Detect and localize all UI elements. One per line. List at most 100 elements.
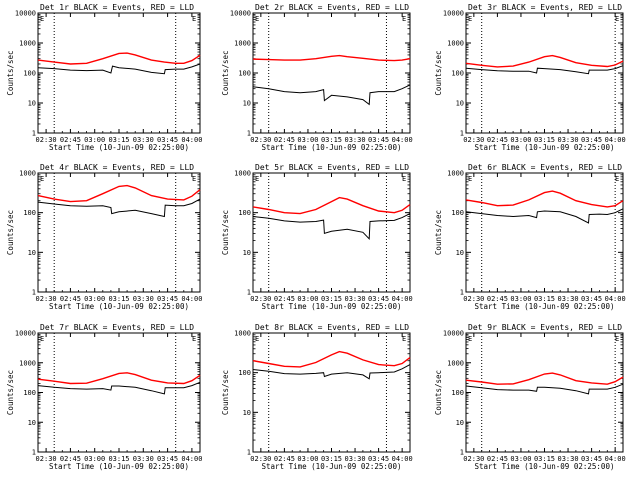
panel-det-1: Det 1r BLACK = Events, RED = LLD E E 1 10 100… <box>6 3 202 152</box>
series-events <box>465 208 624 224</box>
series-events <box>465 65 624 75</box>
x-tick-label: 03:15 <box>321 295 342 303</box>
y-tick-label: 100 <box>238 70 251 78</box>
x-tick-label: 03:00 <box>510 455 531 463</box>
x-tick-label: 03:30 <box>558 455 579 463</box>
x-tick-label: 03:00 <box>510 295 531 303</box>
y-tick-label: 1000 <box>234 40 251 48</box>
y-axis-label: Counts/sec <box>221 50 230 95</box>
series-lld <box>252 196 411 215</box>
panel-title: Det 4r BLACK = Events, RED = LLD <box>40 163 194 172</box>
x-tick-label: 02:30 <box>463 295 484 303</box>
x-tick-label: 02:45 <box>60 136 81 144</box>
corner-marker-right: E <box>192 175 196 183</box>
x-tick-label: 03:45 <box>581 455 602 463</box>
x-tick-label: 02:45 <box>60 295 81 303</box>
panel-det-7: Det 7r BLACK = Events, RED = LLD E E 1 10 100… <box>6 323 202 471</box>
x-tick-label: 03:15 <box>321 136 342 144</box>
x-tick-label: 03:45 <box>581 136 602 144</box>
corner-marker-left: E <box>255 175 259 183</box>
y-tick-label: 1000 <box>447 359 464 367</box>
corner-marker-left: E <box>40 15 44 23</box>
x-tick-label: 02:45 <box>274 455 295 463</box>
y-tick-label: 10000 <box>15 10 36 18</box>
series-lld <box>252 54 411 62</box>
x-tick-label: 03:45 <box>368 295 389 303</box>
x-tick-label: 03:45 <box>157 136 178 144</box>
panel-det-6: Det 6r BLACK = Events, RED = LLD E E 1 10 100… <box>434 163 626 311</box>
x-tick-label: 03:30 <box>133 295 154 303</box>
y-tick-label: 1000 <box>234 330 251 338</box>
x-tick-label: 02:45 <box>487 455 508 463</box>
panel-title: Det 7r BLACK = Events, RED = LLD <box>40 323 194 332</box>
x-tick-label: 03:30 <box>558 136 579 144</box>
x-tick-label: 03:15 <box>108 455 129 463</box>
y-tick-label: 100 <box>451 70 464 78</box>
y-tick-label: 10 <box>456 419 464 427</box>
y-axis-label: Counts/sec <box>434 210 443 255</box>
corner-marker-left: E <box>468 15 472 23</box>
y-tick-label: 10 <box>28 249 36 257</box>
corner-marker-right: E <box>192 335 196 343</box>
series-lld <box>465 372 624 385</box>
x-tick-label: 02:30 <box>250 295 271 303</box>
corner-marker-left: E <box>40 175 44 183</box>
y-tick-label: 1000 <box>447 170 464 178</box>
y-tick-label: 100 <box>238 369 251 377</box>
y-tick-label: 10 <box>456 249 464 257</box>
x-tick-label: 03:30 <box>345 295 366 303</box>
x-tick-label: 03:15 <box>534 136 555 144</box>
x-tick-label: 02:45 <box>274 136 295 144</box>
x-tick-label: 02:45 <box>274 295 295 303</box>
corner-marker-right: E <box>402 15 406 23</box>
corner-marker-right: E <box>192 15 196 23</box>
x-tick-label: 03:30 <box>133 136 154 144</box>
panel-title: Det 9r BLACK = Events, RED = LLD <box>468 323 622 332</box>
y-tick-label: 1 <box>32 449 36 457</box>
x-axis-label: Start Time (10-Jun-09 02:25:00) <box>49 462 189 471</box>
x-tick-label: 03:15 <box>321 455 342 463</box>
panel-det-5: Det 5r BLACK = Events, RED = LLD E E 1 10 100… <box>221 163 413 311</box>
x-tick-label: 03:30 <box>345 455 366 463</box>
corner-marker-left: E <box>40 335 44 343</box>
x-tick-label: 04:00 <box>181 136 202 144</box>
series-events <box>252 364 411 380</box>
x-axis-label: Start Time (10-Jun-09 02:25:00) <box>49 302 189 311</box>
y-tick-label: 1 <box>32 130 36 138</box>
x-axis-label: Start Time (10-Jun-09 02:25:00) <box>49 143 189 152</box>
panel-title: Det 8r BLACK = Events, RED = LLD <box>255 323 409 332</box>
series-lld <box>37 52 201 65</box>
x-tick-label: 03:00 <box>84 136 105 144</box>
x-tick-label: 03:30 <box>133 455 154 463</box>
x-tick-label: 03:15 <box>534 295 555 303</box>
x-tick-label: 04:00 <box>392 455 413 463</box>
x-tick-label: 04:00 <box>392 136 413 144</box>
y-tick-label: 100 <box>451 209 464 217</box>
y-axis-label: Counts/sec <box>6 370 15 415</box>
x-tick-label: 02:30 <box>36 295 57 303</box>
panel-title: Det 6r BLACK = Events, RED = LLD <box>468 163 622 172</box>
x-tick-label: 03:15 <box>108 136 129 144</box>
x-tick-label: 03:00 <box>84 455 105 463</box>
x-axis-label: Start Time (10-Jun-09 02:25:00) <box>475 302 615 311</box>
x-tick-label: 03:00 <box>297 455 318 463</box>
corner-marker-left: E <box>468 175 472 183</box>
panel-title: Det 3r BLACK = Events, RED = LLD <box>468 3 622 12</box>
y-tick-label: 10 <box>456 100 464 108</box>
panel-det-8: Det 8r BLACK = Events, RED = LLD E E 1 10 100… <box>221 323 413 471</box>
x-tick-label: 04:00 <box>605 295 626 303</box>
y-tick-label: 1 <box>460 130 464 138</box>
x-tick-label: 03:45 <box>581 295 602 303</box>
y-tick-label: 100 <box>238 209 251 217</box>
x-tick-label: 02:30 <box>36 136 57 144</box>
x-tick-label: 03:00 <box>84 295 105 303</box>
panel-det-2: Det 2r BLACK = Events, RED = LLD E E 1 10 100… <box>221 3 413 152</box>
y-axis-label: Counts/sec <box>221 370 230 415</box>
x-tick-label: 02:30 <box>36 455 57 463</box>
y-tick-label: 10 <box>28 100 36 108</box>
x-axis-label: Start Time (10-Jun-09 02:25:00) <box>262 302 402 311</box>
corner-marker-right: E <box>402 335 406 343</box>
y-tick-label: 10 <box>243 249 251 257</box>
